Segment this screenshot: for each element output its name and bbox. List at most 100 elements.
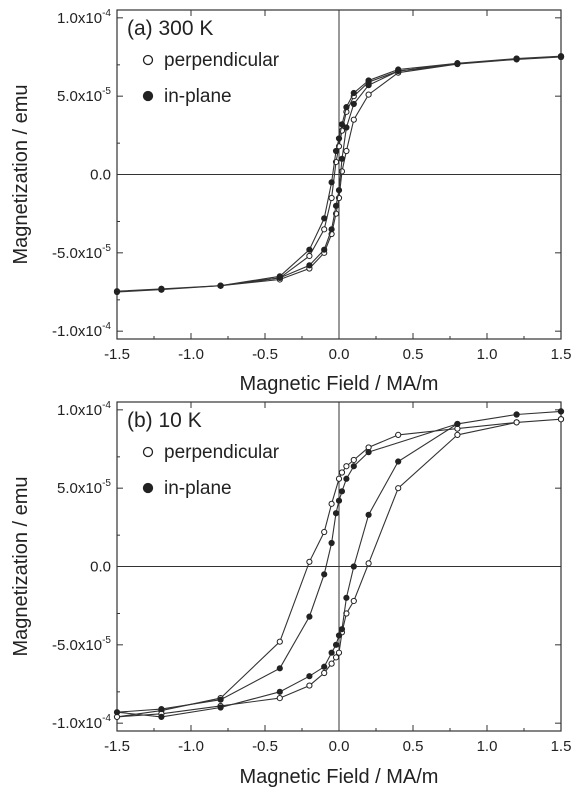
y-tick-base: 5.0x10: [57, 480, 102, 497]
y-tick-label: 0.0: [90, 167, 111, 184]
data-point-in-plane: [338, 488, 346, 495]
data-point-perpendicular: [395, 485, 402, 492]
x-tick-label: 0.5: [403, 346, 424, 363]
y-tick-label: -1.0x10-4: [52, 321, 111, 340]
data-point-in-plane: [335, 135, 343, 142]
panel-b: -1.5 -1.0 -0.5 0.0 0.5 1.0 1.5-1.0x10-4-5.0x10…: [10, 400, 571, 788]
data-point-in-plane: [335, 632, 343, 639]
y-tick-exponent: -4: [102, 400, 111, 411]
data-point-perpendicular: [350, 456, 357, 464]
y-tick-exponent: -4: [102, 8, 111, 19]
data-point-perpendicular: [365, 91, 372, 98]
data-point-perpendicular: [335, 475, 343, 482]
y-tick-exponent: -4: [102, 713, 111, 724]
x-tick-label: -0.5: [252, 738, 278, 755]
y-axis-label: Magnetization / emu: [10, 84, 32, 264]
x-tick-label: 1.0: [477, 346, 498, 363]
data-point-in-plane: [454, 60, 461, 67]
x-tick-label: -0.5: [252, 346, 278, 363]
data-point-in-plane: [343, 475, 350, 482]
y-tick-exponent: -5: [102, 243, 111, 254]
data-point-perpendicular: [276, 695, 283, 702]
data-point-perpendicular: [557, 416, 565, 423]
data-point-in-plane: [276, 688, 283, 695]
data-point-perpendicular: [350, 597, 357, 605]
data-point-in-plane: [338, 121, 346, 128]
data-point-in-plane: [328, 179, 335, 186]
y-tick-label: 0.0: [90, 559, 111, 576]
data-point-in-plane: [338, 626, 346, 633]
data-point-in-plane: [321, 571, 328, 578]
data-point-in-plane: [276, 665, 283, 672]
data-point-in-plane: [306, 246, 313, 253]
x-axis-label: Magnetic Field / MA/m: [240, 766, 439, 788]
panel-a: -1.5 -1.0 -0.5 0.0 0.5 1.0 1.5-1.0x10-4-5.0x10…: [10, 8, 571, 395]
y-tick-label: -1.0x10-4: [52, 713, 111, 732]
data-point-in-plane: [365, 511, 372, 518]
legend-label-perpendicular: perpendicular: [164, 50, 280, 71]
data-point-in-plane: [557, 408, 565, 415]
x-tick-label: -1.5: [104, 738, 130, 755]
x-tick-label: -1.0: [178, 738, 204, 755]
data-point-in-plane: [350, 89, 357, 97]
data-point-in-plane: [158, 286, 165, 293]
data-point-perpendicular: [365, 560, 372, 567]
data-point-in-plane: [158, 705, 165, 713]
data-point-in-plane: [113, 288, 121, 296]
data-point-perpendicular: [332, 654, 340, 661]
y-tick-label: 5.0x10-5: [57, 478, 111, 497]
data-point-perpendicular: [276, 638, 283, 645]
y-tick-exponent: -5: [102, 635, 111, 646]
data-point-in-plane: [328, 226, 335, 233]
y-axis-label: Magnetization / emu: [10, 476, 32, 656]
data-point-in-plane: [328, 539, 335, 547]
data-point-in-plane: [217, 696, 224, 703]
data-point-in-plane: [321, 663, 328, 670]
y-tick-exponent: -5: [102, 86, 111, 97]
legend-marker-perpendicular: [142, 446, 154, 458]
data-point-perpendicular: [328, 660, 335, 667]
y-tick-base: 5.0x10: [57, 88, 102, 105]
data-point-in-plane: [513, 55, 520, 62]
data-point-in-plane: [513, 411, 520, 418]
data-point-perpendicular: [338, 469, 346, 476]
panel-label: (a) 300 K: [127, 17, 213, 40]
y-tick-base: 0.0: [90, 167, 111, 184]
data-point-in-plane: [350, 100, 357, 108]
legend-marker-perpendicular: [142, 54, 154, 66]
data-point-in-plane: [395, 458, 402, 465]
data-point-in-plane: [343, 104, 350, 111]
data-point-in-plane: [454, 420, 461, 428]
y-tick-base: -5.0x10: [52, 637, 102, 654]
panel-label: (b) 10 K: [127, 409, 202, 432]
data-point-in-plane: [306, 262, 313, 269]
legend-marker-in-plane: [142, 90, 154, 102]
data-point-in-plane: [350, 563, 357, 570]
x-tick-label: 0.0: [329, 738, 350, 755]
data-point-in-plane: [306, 613, 313, 620]
data-point-in-plane: [321, 246, 328, 253]
data-point-in-plane: [335, 187, 343, 194]
data-point-in-plane: [328, 649, 335, 656]
data-point-in-plane: [557, 53, 565, 60]
data-point-perpendicular: [343, 463, 350, 470]
y-tick-base: -5.0x10: [52, 245, 102, 262]
data-point-in-plane: [332, 147, 340, 155]
legend-label-in-plane: in-plane: [164, 86, 232, 107]
data-point-in-plane: [113, 709, 121, 716]
y-tick-label: -5.0x10-5: [52, 243, 111, 262]
data-point-in-plane: [350, 463, 357, 470]
data-point-in-plane: [332, 202, 340, 209]
data-point-perpendicular: [328, 500, 335, 507]
data-point-in-plane: [158, 713, 165, 721]
data-point-in-plane: [332, 510, 340, 517]
data-point-perpendicular: [328, 194, 335, 202]
x-tick-label: 1.5: [551, 346, 572, 363]
data-point-perpendicular: [395, 431, 402, 438]
data-point-perpendicular: [306, 558, 313, 565]
data-point-in-plane: [217, 282, 224, 289]
data-point-in-plane: [338, 155, 346, 162]
data-point-perpendicular: [343, 147, 350, 155]
y-tick-base: 1.0x10: [57, 10, 102, 27]
data-point-perpendicular: [321, 528, 328, 536]
